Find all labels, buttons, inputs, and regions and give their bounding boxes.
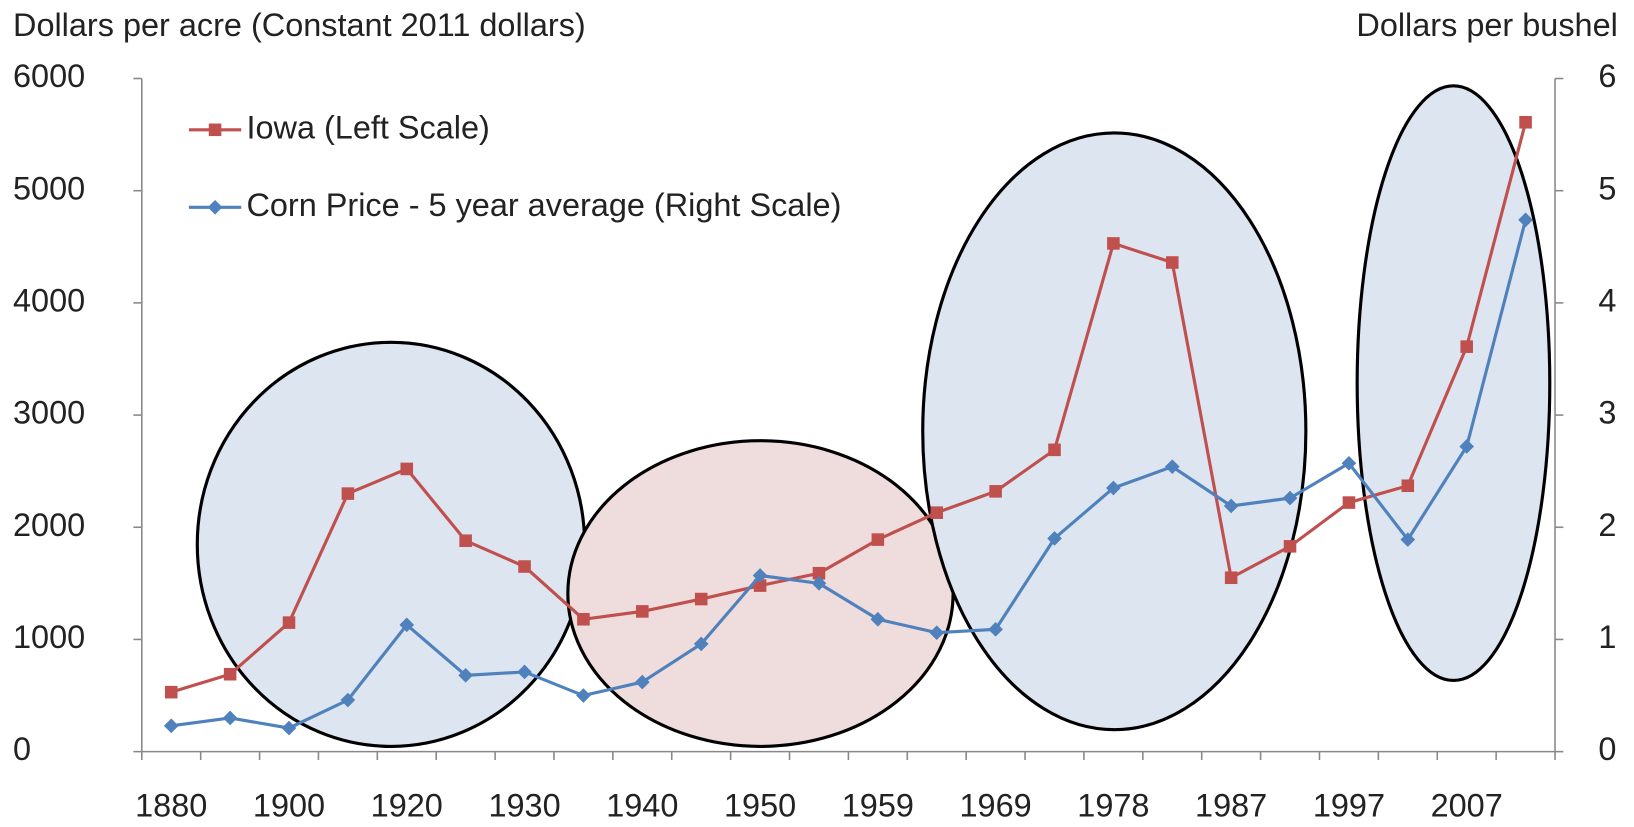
marker xyxy=(164,685,178,699)
marker xyxy=(518,560,531,573)
y2-tick-label: 6 xyxy=(1598,58,1616,94)
y2-tick-label: 5 xyxy=(1598,170,1616,206)
x-tick-label: 1969 xyxy=(960,788,1032,824)
series-line xyxy=(170,121,1528,694)
marker xyxy=(458,668,473,683)
x-tick-label: 1950 xyxy=(724,788,796,824)
marker xyxy=(223,667,237,681)
marker xyxy=(634,674,650,690)
marker xyxy=(1342,496,1356,509)
marker xyxy=(989,485,1002,498)
marker xyxy=(282,616,296,629)
marker xyxy=(577,612,590,626)
y2-tick-label: 2 xyxy=(1598,507,1616,543)
y2-tick-label: 1 xyxy=(1598,619,1616,655)
marker xyxy=(694,592,708,606)
series-line xyxy=(171,219,1528,730)
highlight-ellipses xyxy=(195,84,1552,748)
x-tick-label: 2007 xyxy=(1431,788,1503,824)
y2-tick-label: 3 xyxy=(1598,395,1616,431)
y2-tick-label: 0 xyxy=(1598,731,1616,767)
marker xyxy=(636,605,649,618)
x-tick-label: 1997 xyxy=(1313,788,1385,824)
marker xyxy=(281,720,297,736)
y-tick-label: 0 xyxy=(13,731,31,767)
y2-tick-label: 4 xyxy=(1598,282,1616,318)
x-tick-label: 1987 xyxy=(1195,788,1267,824)
marker xyxy=(207,199,223,215)
marker xyxy=(988,622,1003,637)
x-tick-label: 1900 xyxy=(253,788,325,824)
marker xyxy=(1460,340,1473,353)
legend-label: Corn Price - 5 year average (Right Scale… xyxy=(246,187,841,223)
x-tick-label: 1940 xyxy=(606,788,678,824)
marker xyxy=(459,534,472,547)
marker xyxy=(871,533,885,546)
marker xyxy=(1164,459,1180,475)
y-tick-label: 4000 xyxy=(13,282,85,318)
marker xyxy=(1400,532,1416,547)
y-tick-label: 1000 xyxy=(13,619,85,655)
marker xyxy=(752,568,768,583)
marker xyxy=(1459,439,1475,454)
x-tick-label: 1880 xyxy=(135,788,207,824)
marker xyxy=(208,123,222,137)
legend-label: Iowa (Left Scale) xyxy=(246,109,489,145)
marker xyxy=(1048,443,1061,457)
marker xyxy=(753,579,767,592)
marker xyxy=(340,692,356,708)
y-tick-label: 6000 xyxy=(13,58,85,94)
x-tick-label: 1959 xyxy=(842,788,914,824)
marker xyxy=(517,664,532,680)
y-axis-title: Dollars per acre (Constant 2011 dollars) xyxy=(13,7,586,43)
y2-axis-title: Dollars per bushel xyxy=(1356,7,1617,43)
marker xyxy=(1047,531,1062,546)
highlight-ellipse xyxy=(195,340,587,748)
marker xyxy=(929,625,945,641)
marker xyxy=(163,718,179,734)
x-tick-label: 1978 xyxy=(1077,788,1149,824)
marker xyxy=(1224,571,1238,585)
x-tick-label: 1920 xyxy=(371,788,443,824)
marker xyxy=(576,688,591,703)
highlight-ellipse xyxy=(566,439,955,748)
y-tick-label: 2000 xyxy=(13,507,85,543)
marker xyxy=(1401,479,1415,493)
marker xyxy=(1282,490,1298,506)
marker xyxy=(222,710,238,726)
marker xyxy=(341,487,355,500)
y-tick-label: 5000 xyxy=(13,170,85,206)
marker xyxy=(930,506,944,519)
marker xyxy=(870,611,886,627)
marker xyxy=(811,576,827,591)
marker xyxy=(1106,480,1121,496)
marker xyxy=(1107,237,1120,250)
marker xyxy=(693,636,709,652)
marker xyxy=(1283,540,1297,553)
marker xyxy=(1518,212,1533,228)
highlight-ellipse xyxy=(1355,84,1552,683)
y-tick-label: 3000 xyxy=(13,395,85,431)
marker xyxy=(1519,115,1532,129)
x-tick-label: 1930 xyxy=(488,788,560,824)
marker xyxy=(400,462,414,476)
marker xyxy=(1165,256,1179,269)
marker xyxy=(812,566,826,580)
highlight-ellipse xyxy=(921,131,1308,732)
